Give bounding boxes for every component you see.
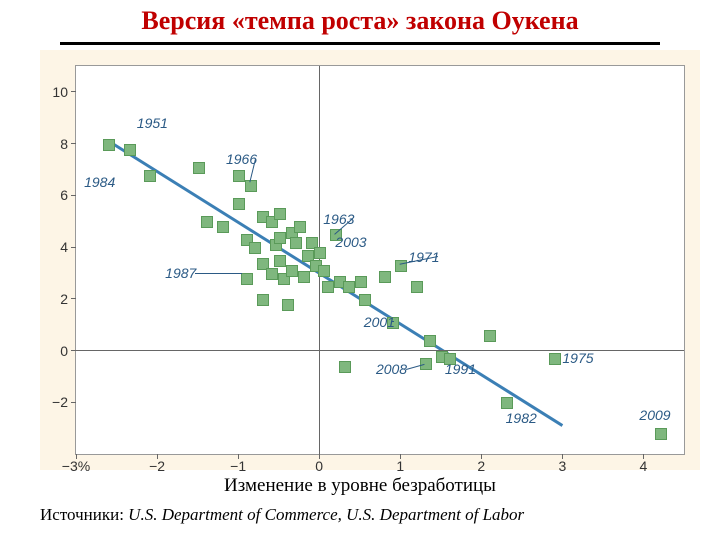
data-point: [282, 299, 294, 311]
annotation-leader: [195, 273, 242, 274]
title-rule: [60, 42, 660, 45]
slide: Версия «темпа роста» закона Оукена Проце…: [0, 0, 720, 540]
data-point: [144, 170, 156, 182]
annotation-label: 1987: [165, 265, 196, 281]
data-point: [655, 428, 667, 440]
y-tick: [71, 195, 76, 196]
data-point: [314, 247, 326, 259]
data-point: [274, 232, 286, 244]
data-point: [359, 294, 371, 306]
x-tick-label: 0: [315, 458, 323, 474]
data-point: [257, 294, 269, 306]
annotation-label: 1984: [84, 174, 115, 190]
data-point: [193, 162, 205, 174]
y-tick: [71, 350, 76, 351]
y-tick-label: −2: [38, 394, 68, 410]
x-axis-label: Изменение в уровне безработицы: [0, 475, 720, 497]
data-point: [274, 255, 286, 267]
y-tick-label: 6: [38, 187, 68, 203]
x-tick-label: 1: [396, 458, 404, 474]
x-tick-label: 3: [558, 458, 566, 474]
data-point: [124, 144, 136, 156]
data-point: [411, 281, 423, 293]
data-point: [318, 265, 330, 277]
annotation-leader: [392, 321, 394, 322]
y-tick-label: 2: [38, 291, 68, 307]
y-tick: [71, 143, 76, 144]
chart-area: −20246810−3%−2−1012341951198419661987196…: [40, 50, 700, 470]
data-point: [266, 268, 278, 280]
data-point: [233, 198, 245, 210]
data-point: [103, 139, 115, 151]
plot-area: −20246810−3%−2−1012341951198419661987196…: [75, 65, 685, 455]
data-point: [322, 281, 334, 293]
data-point: [286, 265, 298, 277]
data-point: [245, 180, 257, 192]
x-tick-label: −3%: [62, 458, 90, 474]
data-point: [379, 271, 391, 283]
data-point: [298, 271, 310, 283]
x-tick-label: 4: [640, 458, 648, 474]
annotation-label: 1963: [323, 211, 354, 227]
source-citation: Источники: U.S. Department of Commerce, …: [40, 505, 524, 525]
source-value: U.S. Department of Commerce, U.S. Depart…: [128, 505, 524, 524]
y-tick-label: 0: [38, 343, 68, 359]
annotation-label: 1951: [137, 115, 168, 131]
y-tick: [71, 91, 76, 92]
y-tick: [71, 247, 76, 248]
data-point: [294, 221, 306, 233]
annotation-label: 1975: [562, 350, 593, 366]
annotation-label: 2008: [376, 361, 407, 377]
data-point: [501, 397, 513, 409]
data-point: [201, 216, 213, 228]
data-point: [233, 170, 245, 182]
annotation-label: 2009: [639, 407, 670, 423]
data-point: [339, 361, 351, 373]
annotation-label: 2001: [364, 314, 395, 330]
data-point: [274, 208, 286, 220]
source-label: Источники:: [40, 505, 128, 524]
data-point: [355, 276, 367, 288]
data-point: [241, 273, 253, 285]
data-point: [549, 353, 561, 365]
data-point: [343, 281, 355, 293]
annotation-label: 2003: [335, 234, 366, 250]
x-tick-label: −2: [149, 458, 165, 474]
x-tick-label: 2: [477, 458, 485, 474]
y-tick-label: 4: [38, 239, 68, 255]
annotation-label: 1991: [445, 361, 476, 377]
y-tick: [71, 402, 76, 403]
y-tick-label: 8: [38, 136, 68, 152]
data-point: [249, 242, 261, 254]
y-tick-label: 10: [38, 84, 68, 100]
data-point: [484, 330, 496, 342]
y-tick: [71, 298, 76, 299]
data-point: [424, 335, 436, 347]
x-tick-label: −1: [230, 458, 246, 474]
data-point: [290, 237, 302, 249]
annotation-label: 1982: [506, 410, 537, 426]
slide-title: Версия «темпа роста» закона Оукена: [0, 6, 720, 36]
data-point: [217, 221, 229, 233]
